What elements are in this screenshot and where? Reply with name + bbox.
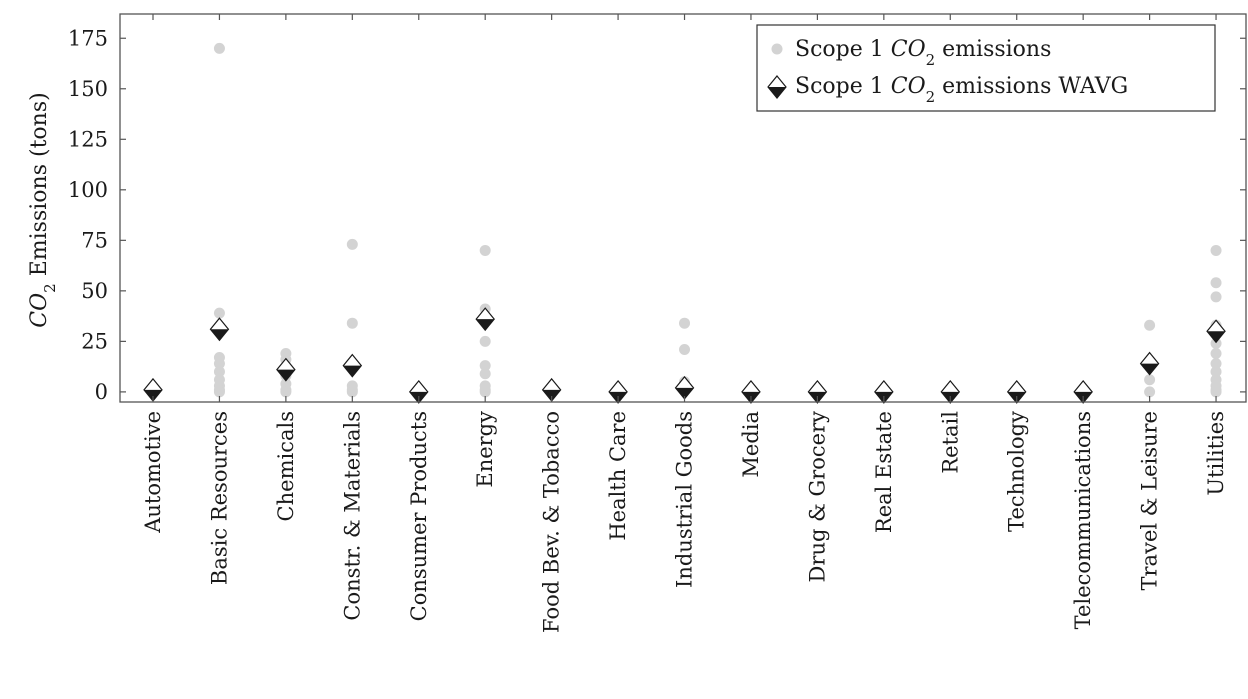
wavg-marker [475,307,495,332]
legend-entry-scope1-rest: emissions [935,37,1051,62]
legend-box [756,24,1216,112]
legend-diamond-marker [767,75,787,99]
x-category-label: Real Estate [872,411,896,533]
legend-entry-wavg: Scope 1 CO2 emissions WAVG [795,74,1128,106]
y-tick-label: 125 [68,127,108,151]
scatter-point [479,244,491,256]
y-axis-title-co: CO [27,293,52,328]
scatter-point [1144,386,1156,398]
scatter-point [679,317,691,329]
wavg-marker [541,377,562,402]
y-tick-label: 100 [68,178,108,202]
scatter-point [479,386,491,398]
legend-diamond-shape [767,75,787,99]
wavg-marker-fill [476,319,495,331]
wavg-marker [1139,351,1160,376]
x-axis: Automotive Basic Resources Chemicals Constr… [141,14,1228,633]
legend-entry-wavg-rest: emissions WAVG [935,74,1128,99]
scatter-point [1210,386,1222,398]
wavg-marker [209,317,230,342]
legend-circle-marker [771,43,783,55]
scatter-point [1210,348,1222,359]
legend: Scope 1 CO2 emissions Scope 1 CO2 emissi… [756,24,1216,112]
y-tick-label: 0 [95,380,108,404]
wavg-marker [674,375,695,400]
scatter-point [1144,319,1156,331]
y-axis: 0 25 50 75 100 125 150 175 [68,26,1246,404]
wavg-marker-fill [675,387,694,399]
x-category-label: Food Bev. & Tobacco [540,411,564,633]
wavg-marker-fill [210,329,229,341]
scatter-point [280,386,292,398]
scatter-point [213,366,225,378]
scatter-point [213,358,225,370]
x-category-label: Media [739,411,763,478]
legend-entry-scope1: Scope 1 CO2 emissions [795,37,1051,69]
wavg-marker-fill [144,389,162,401]
legend-diamond-shape-fill [768,87,786,98]
scatter-point [1210,337,1222,349]
x-category-label: Chemicals [274,411,298,521]
x-category-label: Travel & Leisure [1138,411,1162,590]
legend-entry-scope1-prefix: Scope 1 [795,37,891,62]
x-category-label: Drug & Grocery [805,411,829,583]
scatter-point [1210,244,1222,256]
x-category-label: Automotive [141,411,165,534]
scatter-point [346,317,358,329]
scatter-point [679,343,691,355]
wavg-marker [342,353,363,378]
wavg-marker-fill [343,365,362,377]
x-category-label: Health Care [606,411,630,541]
plot-frame [119,13,1247,403]
scatter-point [213,42,225,54]
legend-entry-wavg-sub: 2 [926,88,936,106]
x-category-label: Industrial Goods [673,411,697,588]
scatter-point [346,238,358,250]
wavg-marker-fill [542,389,561,401]
legend-entry-wavg-co: CO [891,74,926,99]
scatter-point [1144,374,1156,386]
y-axis-title: CO2 Emissions (tons) [27,92,59,327]
scatter-point [479,335,491,347]
scatter-point [346,386,358,398]
legend-entry-scope1-co: CO [891,37,926,62]
y-tick-label: 75 [81,228,108,252]
wavg-marker [1206,319,1226,344]
y-axis-title-rest: Emissions (tons) [27,92,52,283]
wavg-marker-fill [1207,331,1226,343]
x-category-label: Technology [1005,411,1029,532]
scatter-point [479,360,491,372]
x-category-label: Energy [473,411,497,488]
wavg-marker-fill [276,369,295,381]
x-category-label: Consumer Products [407,411,431,621]
y-tick-label: 175 [68,26,108,50]
x-category-label: Utilities [1204,411,1228,496]
scatter-point [213,386,225,398]
scatter-point [479,368,491,380]
legend-entry-scope1-sub: 2 [926,51,936,69]
x-category-label: Telecommunications [1071,411,1095,629]
x-category-label: Retail [938,411,962,474]
scatter-point [213,307,225,319]
scatter-point [1210,366,1222,378]
scatter-point [1210,358,1222,370]
x-category-label: Constr. & Materials [340,411,364,621]
y-tick-label: 50 [81,279,108,303]
y-axis-title-sub: 2 [41,283,59,293]
y-tick-label: 150 [68,77,108,101]
scatter-point [1210,277,1222,289]
wavg-marker [276,357,296,382]
legend-entry-wavg-prefix: Scope 1 [795,74,891,99]
y-tick-label: 25 [81,329,108,353]
wavg-marker-fill [1140,363,1159,375]
scatter-point [1210,291,1222,303]
x-category-label: Basic Resources [207,411,231,585]
